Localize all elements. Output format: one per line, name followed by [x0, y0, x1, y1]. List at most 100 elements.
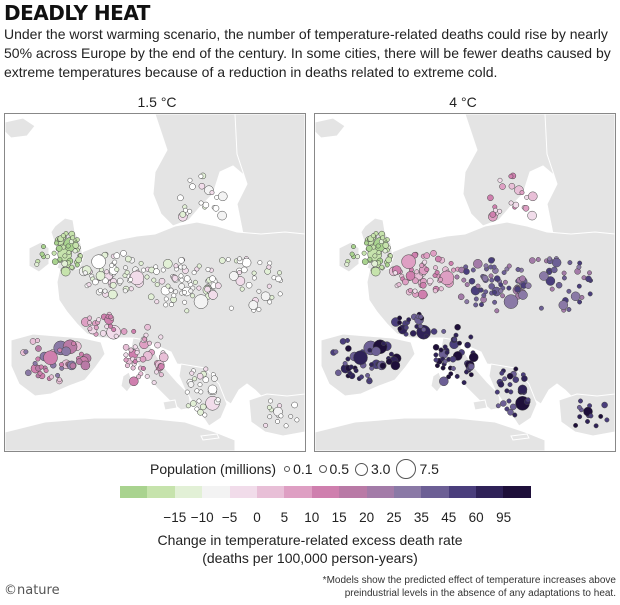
city-circle — [123, 352, 129, 358]
city-circle — [256, 288, 262, 294]
city-circle — [196, 398, 202, 404]
city-circle — [108, 314, 114, 320]
city-circle — [256, 307, 262, 312]
city-circle — [390, 360, 401, 371]
city-circle — [561, 275, 567, 281]
color-scale-tick-label: 45 — [441, 510, 457, 525]
city-circle — [522, 205, 530, 212]
city-circle — [454, 323, 461, 331]
city-circle — [277, 291, 283, 297]
city-circle — [418, 314, 424, 320]
city-circle — [558, 300, 569, 310]
city-circle — [51, 258, 59, 265]
land-shape — [5, 417, 236, 451]
color-scale-swatch — [339, 486, 367, 498]
city-circle — [122, 288, 128, 294]
city-circle — [113, 252, 121, 259]
city-circle — [367, 347, 373, 353]
city-circle — [473, 302, 479, 308]
city-circle — [43, 350, 58, 365]
land-shape — [120, 371, 134, 393]
city-circle — [489, 211, 497, 218]
city-circle — [577, 414, 583, 420]
city-circle — [179, 277, 185, 283]
city-circle — [168, 287, 174, 293]
city-circle — [109, 263, 115, 268]
city-circle — [158, 277, 166, 285]
color-scale-swatch — [174, 486, 203, 498]
city-circle — [444, 350, 450, 355]
land-shape — [200, 433, 220, 441]
city-circle — [497, 381, 505, 388]
city-circle — [189, 183, 196, 190]
city-circle — [158, 352, 169, 363]
land-shape — [28, 241, 50, 273]
city-circle — [518, 290, 528, 300]
city-circle — [508, 182, 516, 190]
city-circle — [403, 325, 409, 331]
color-scale-swatch — [229, 486, 257, 498]
city-circle — [277, 270, 282, 276]
city-circle — [189, 370, 195, 376]
city-circle — [196, 263, 202, 269]
city-circle — [385, 256, 392, 264]
city-circle — [112, 259, 118, 265]
city-circle — [345, 345, 352, 352]
city-circle — [478, 287, 484, 293]
color-scale-tick-label: −15 — [163, 510, 187, 525]
city-circle — [435, 255, 442, 263]
city-circle — [498, 288, 504, 294]
color-scale-title: Change in temperature-related excess dea… — [110, 531, 510, 567]
city-circle — [379, 264, 385, 270]
city-circle — [237, 270, 242, 275]
city-circle — [71, 341, 77, 347]
city-circle — [123, 265, 128, 271]
city-circle — [561, 270, 567, 276]
city-circle — [102, 288, 108, 294]
city-circle — [519, 275, 526, 282]
city-circle — [237, 256, 243, 262]
city-circle — [165, 283, 171, 289]
map-panel-1-5c[interactable] — [4, 113, 306, 452]
city-circle — [61, 260, 68, 267]
city-circle — [267, 260, 273, 266]
city-circle — [450, 366, 456, 371]
city-circle — [487, 194, 494, 202]
city-circle — [353, 350, 368, 365]
city-circle — [211, 375, 218, 382]
city-circle — [114, 267, 120, 272]
city-circle — [128, 286, 134, 292]
city-circle — [179, 211, 187, 218]
city-circle — [468, 363, 475, 370]
city-circle — [525, 397, 531, 403]
map-panel-4c[interactable] — [314, 113, 616, 452]
figure-subtitle: Under the worst warming scenario, the nu… — [4, 26, 611, 80]
city-circle — [461, 277, 467, 283]
city-circle — [202, 201, 210, 209]
color-scale-swatch — [393, 486, 422, 498]
city-circle — [464, 299, 470, 305]
city-circle — [593, 423, 599, 429]
city-circle — [275, 419, 280, 424]
city-circle — [158, 363, 165, 370]
population-value: 7.5 — [419, 461, 439, 477]
city-circle — [86, 282, 92, 288]
city-circle — [72, 248, 78, 254]
city-circle — [245, 281, 253, 289]
population-legend-label: Population (millions) — [150, 461, 277, 477]
city-circle — [449, 355, 457, 363]
city-circle — [376, 250, 382, 256]
city-circle — [160, 267, 166, 273]
city-circle — [34, 261, 40, 267]
city-circle — [294, 417, 300, 423]
city-circle — [489, 277, 495, 283]
city-circle — [134, 350, 140, 355]
city-circle — [187, 208, 193, 214]
city-circle — [99, 330, 107, 337]
city-circle — [198, 173, 204, 179]
city-circle — [266, 283, 272, 289]
city-circle — [492, 299, 498, 305]
city-circle — [371, 260, 378, 267]
city-circle — [344, 261, 350, 267]
city-circle — [57, 377, 62, 383]
